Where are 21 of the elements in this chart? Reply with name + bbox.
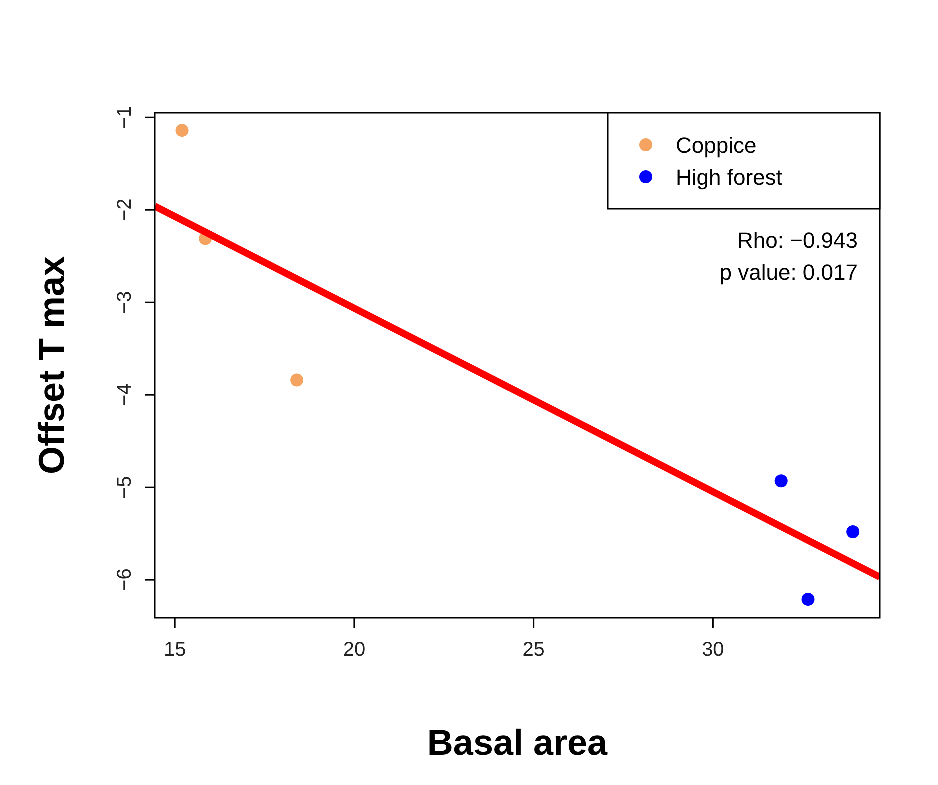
y-tick-label: −6 [114, 568, 136, 592]
x-tick-label: 30 [702, 639, 724, 661]
annotation: p value: 0.017 [720, 260, 858, 285]
legend-label: High forest [676, 165, 782, 190]
point [290, 374, 304, 387]
legend-label: Coppice [676, 133, 757, 158]
y-tick-label: −1 [114, 106, 136, 130]
y-tick-label: −4 [114, 384, 136, 407]
y-tick-label: −5 [114, 476, 136, 499]
y-axis-title: Offset T max [31, 256, 72, 475]
point [176, 124, 189, 138]
x-tick-label: 20 [343, 639, 366, 661]
y-tick-label: −2 [114, 198, 136, 222]
point [846, 525, 860, 538]
x-tick-label: 15 [164, 639, 186, 661]
x-axis-title: Basal area [427, 722, 609, 763]
annotation: Rho: −0.943 [738, 228, 858, 253]
point [774, 474, 788, 488]
y-tick-label: −3 [114, 291, 136, 314]
point [802, 593, 815, 606]
x-tick-label: 25 [522, 639, 545, 661]
